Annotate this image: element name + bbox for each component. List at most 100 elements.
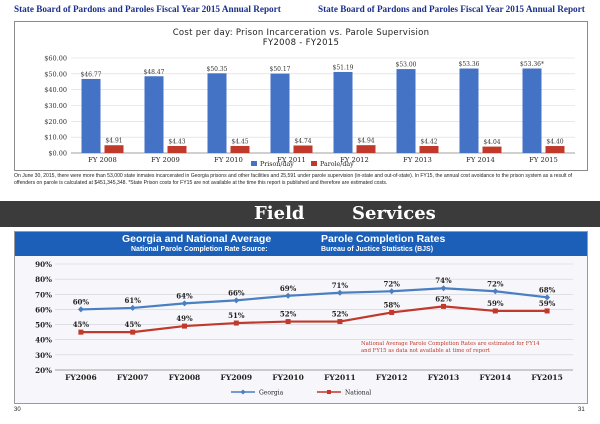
cost-legend-label: Prison/day xyxy=(260,161,294,168)
report-header-left: State Board of Pardons and Paroles Fisca… xyxy=(14,4,281,14)
national-data-label: 59% xyxy=(539,299,556,308)
national-data-label: 58% xyxy=(383,300,400,309)
parole-bar xyxy=(230,145,250,153)
parole-x-tick: FY2009 xyxy=(221,373,253,382)
cost-y-tick: $40.00 xyxy=(44,86,67,94)
georgia-point xyxy=(233,297,240,304)
parole-x-tick: FY2006 xyxy=(65,373,97,382)
parole-bar xyxy=(356,145,376,153)
georgia-point xyxy=(492,288,499,295)
parole-x-tick: FY2013 xyxy=(428,373,460,382)
national-data-label: 59% xyxy=(487,299,504,308)
parole-chart-header: Georgia and National Average Parole Comp… xyxy=(15,232,587,256)
estimate-note-line1: National Average Parole Completion Rates… xyxy=(361,341,540,347)
georgia-data-label: 69% xyxy=(280,284,297,293)
cost-chart: $0.00 $10.00 $20.00 $30.00 $40.00 $50.00 $60.0… xyxy=(44,55,575,168)
georgia-data-label: 72% xyxy=(487,279,504,288)
georgia-data-label: 60% xyxy=(73,297,90,306)
cost-data-label: $46.77 xyxy=(81,71,102,78)
cost-data-label: $4.40 xyxy=(546,139,563,146)
cost-data-label: $4.04 xyxy=(483,139,500,146)
legend-georgia-marker xyxy=(240,389,246,395)
national-point xyxy=(441,303,446,309)
georgia-series-line xyxy=(80,287,548,311)
parole-chart-panel: Georgia and National Average Parole Comp… xyxy=(14,231,588,404)
banner-word-field: Field xyxy=(254,203,305,224)
national-data-label: 52% xyxy=(280,310,297,319)
cost-data-label: $48.47 xyxy=(144,69,165,76)
national-point xyxy=(285,319,291,325)
parole-y-tick: 40% xyxy=(35,336,52,345)
parole-legend-label: Georgia xyxy=(259,390,284,397)
cost-y-tick: $10.00 xyxy=(44,134,67,142)
georgia-data-label: 64% xyxy=(176,291,193,300)
cost-y-tick: $20.00 xyxy=(44,118,67,126)
georgia-point xyxy=(181,300,188,307)
national-point xyxy=(182,323,187,329)
prison-bar xyxy=(459,68,479,153)
parole-x-tick: FY2015 xyxy=(531,373,563,382)
national-data-label: 45% xyxy=(73,320,90,329)
cost-x-tick: FY 2014 xyxy=(466,156,495,164)
prison-bar xyxy=(333,71,353,153)
national-data-label: 62% xyxy=(435,294,452,303)
georgia-point xyxy=(285,292,292,299)
national-data-label: 51% xyxy=(228,311,245,320)
georgia-data-label: 61% xyxy=(124,296,141,305)
national-point xyxy=(78,329,84,335)
national-point xyxy=(233,320,239,326)
cost-chart-title: Cost per day: Prison Incarceration vs. P… xyxy=(172,28,430,38)
parole-y-tick: 60% xyxy=(35,305,52,314)
parole-legend-label: National xyxy=(345,390,371,397)
national-data-label: 45% xyxy=(124,320,141,329)
cost-data-label: $50.17 xyxy=(270,66,291,73)
banner-word-services: Services xyxy=(352,203,436,224)
cost-y-tick: $30.00 xyxy=(44,102,67,110)
cost-data-label: $53.36 xyxy=(459,61,480,68)
georgia-data-label: 74% xyxy=(435,276,452,285)
cost-chart-panel: Cost per day: Prison Incarceration vs. P… xyxy=(14,21,588,171)
cost-y-tick: $50.00 xyxy=(44,70,67,78)
cost-data-label: $4.43 xyxy=(168,138,185,145)
georgia-data-label: 66% xyxy=(228,288,245,297)
cost-x-tick: FY 2011 xyxy=(277,156,306,164)
georgia-point xyxy=(388,288,395,295)
georgia-data-label: 68% xyxy=(539,285,556,294)
prison-bar xyxy=(81,78,101,153)
legend-prison-swatch xyxy=(251,161,257,166)
georgia-point xyxy=(544,294,551,301)
cost-note: On June 30, 2015, there were more than 5… xyxy=(14,173,573,186)
national-point xyxy=(492,308,498,314)
section-banner: Field Services xyxy=(0,201,600,227)
parole-title-left: Georgia and National Average xyxy=(122,233,272,245)
national-data-label: 52% xyxy=(332,310,349,319)
cost-x-tick: FY 2015 xyxy=(529,156,558,164)
parole-y-tick: 90% xyxy=(35,260,52,269)
georgia-data-label: 72% xyxy=(383,279,400,288)
cost-chart-subtitle: FY2008 - FY2015 xyxy=(262,38,340,48)
cost-data-label: $53.00 xyxy=(396,62,417,69)
cost-x-tick: FY 2013 xyxy=(403,156,432,164)
cost-data-label: $4.74 xyxy=(294,138,311,145)
cost-data-label: $4.42 xyxy=(420,139,437,146)
cost-data-label: $4.45 xyxy=(231,138,248,145)
prison-bar xyxy=(144,76,164,153)
parole-x-tick: FY2014 xyxy=(480,373,512,382)
report-header-right: State Board of Pardons and Paroles Fisca… xyxy=(318,4,585,14)
cost-x-tick: FY 2008 xyxy=(88,156,117,164)
parole-bar xyxy=(545,146,565,153)
national-data-label: 49% xyxy=(176,314,193,323)
parole-y-tick: 80% xyxy=(35,275,52,284)
parole-y-tick: 20% xyxy=(35,366,52,375)
parole-bar xyxy=(104,145,124,153)
cost-x-tick: FY 2012 xyxy=(340,156,369,164)
prison-bar xyxy=(207,73,227,153)
page-number-right: 31 xyxy=(578,407,585,413)
georgia-point xyxy=(77,306,84,313)
cost-y-tick: $60.00 xyxy=(44,55,67,63)
cost-data-label: $4.94 xyxy=(357,138,374,145)
cost-data-label: $50.35 xyxy=(207,66,228,73)
cost-x-tick: FY 2010 xyxy=(214,156,243,164)
parole-bar xyxy=(482,146,502,153)
parole-x-tick: FY2008 xyxy=(169,373,201,382)
